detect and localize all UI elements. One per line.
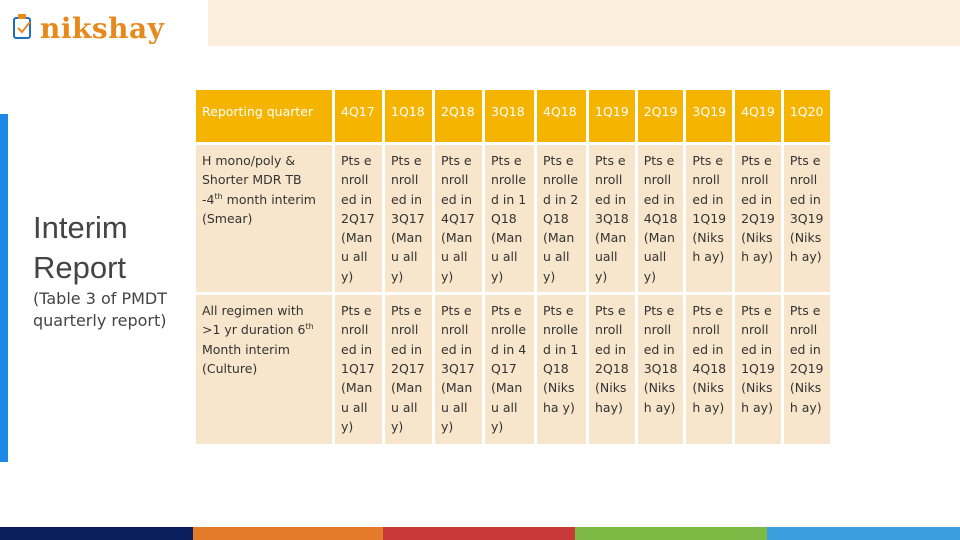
- slide-title: Interim Report: [33, 210, 128, 285]
- logo-wordmark: nikshay: [40, 12, 165, 45]
- header-cell: 2Q18: [435, 90, 482, 142]
- table-cell: Pts enrolle d in 2Q18 (Manu ally): [537, 145, 586, 293]
- header-cell: 1Q20: [783, 90, 830, 142]
- table-cell: Pts enroll ed in 3Q19 (Niksh ay): [783, 145, 830, 293]
- header-cell: 1Q19: [589, 90, 635, 142]
- stripe-green: [575, 527, 767, 540]
- table-cell: Pts enroll ed in 1Q17 (Manu ally): [335, 295, 382, 445]
- table-cell: Pts enroll ed in 4Q17 (Manu ally): [435, 145, 482, 293]
- table-cell: Pts enroll ed in 1Q19 (Niksh ay): [735, 295, 781, 445]
- slide-subtitle: (Table 3 of PMDT quarterly report): [33, 289, 168, 330]
- table-row-culture: All regimen with >1 yr duration 6th Mont…: [196, 295, 830, 445]
- table-cell: Pts enroll ed in 2Q19 (Niksh ay): [735, 145, 781, 293]
- header-cell: 3Q18: [485, 90, 534, 142]
- table-cell: Pts enroll ed in 2Q17 (Manu ally): [385, 295, 432, 445]
- table-cell: Pts enroll ed in 4Q18 (Niksh ay): [686, 295, 733, 445]
- row-label: All regimen with >1 yr duration 6th Mont…: [196, 295, 332, 445]
- table-cell: Pts enroll ed in 2Q18 (Niks hay): [589, 295, 635, 445]
- left-accent-bar: [0, 114, 8, 462]
- table-cell: Pts enroll ed in 4Q18 (Man ually): [637, 145, 684, 293]
- table-cell: Pts enroll ed in 3Q17 (Manu ally): [385, 145, 432, 293]
- nikshay-logo: nikshay: [10, 10, 164, 50]
- header-band: [208, 0, 960, 46]
- header-cell: Reporting quarter: [196, 90, 332, 142]
- table-cell: Pts enrolle d in 1Q18 (Niksha y): [537, 295, 586, 445]
- table-cell: Pts enrolle d in 4Q17 (Manu ally): [485, 295, 534, 445]
- header-cell: 4Q19: [735, 90, 781, 142]
- header-cell: 4Q17: [335, 90, 382, 142]
- table-cell: Pts enroll ed in 1Q19 (Niksh ay): [686, 145, 733, 293]
- interim-report-table: Reporting quarter 4Q17 1Q18 2Q18 3Q18 4Q…: [193, 87, 833, 447]
- table-cell: Pts enrolle d in 1Q18 (Manu ally): [485, 145, 534, 293]
- stripe-navy: [0, 527, 193, 540]
- table-cell: Pts enroll ed in 3Q18 (Man ually): [589, 145, 635, 293]
- bottom-color-stripes: [0, 527, 960, 540]
- stripe-orange: [193, 527, 383, 540]
- table-cell: Pts enroll ed in 2Q17 (Manu ally): [335, 145, 382, 293]
- table-row-smear: H mono/poly & Shorter MDR TB -4th month …: [196, 145, 830, 293]
- header-cell: 3Q19: [686, 90, 733, 142]
- logo-icon: [13, 14, 31, 39]
- stripe-blue: [767, 527, 960, 540]
- table-cell: Pts enroll ed in 2Q19 (Niksh ay): [783, 295, 830, 445]
- table-header-row: Reporting quarter 4Q17 1Q18 2Q18 3Q18 4Q…: [196, 90, 830, 142]
- header-cell: 2Q19: [637, 90, 684, 142]
- row-label: H mono/poly & Shorter MDR TB -4th month …: [196, 145, 332, 293]
- table-cell: Pts enroll ed in 3Q18 (Niksh ay): [637, 295, 684, 445]
- header-cell: 4Q18: [537, 90, 586, 142]
- stripe-red: [383, 527, 575, 540]
- header-cell: 1Q18: [385, 90, 432, 142]
- table-cell: Pts enroll ed in 3Q17 (Manu ally): [435, 295, 482, 445]
